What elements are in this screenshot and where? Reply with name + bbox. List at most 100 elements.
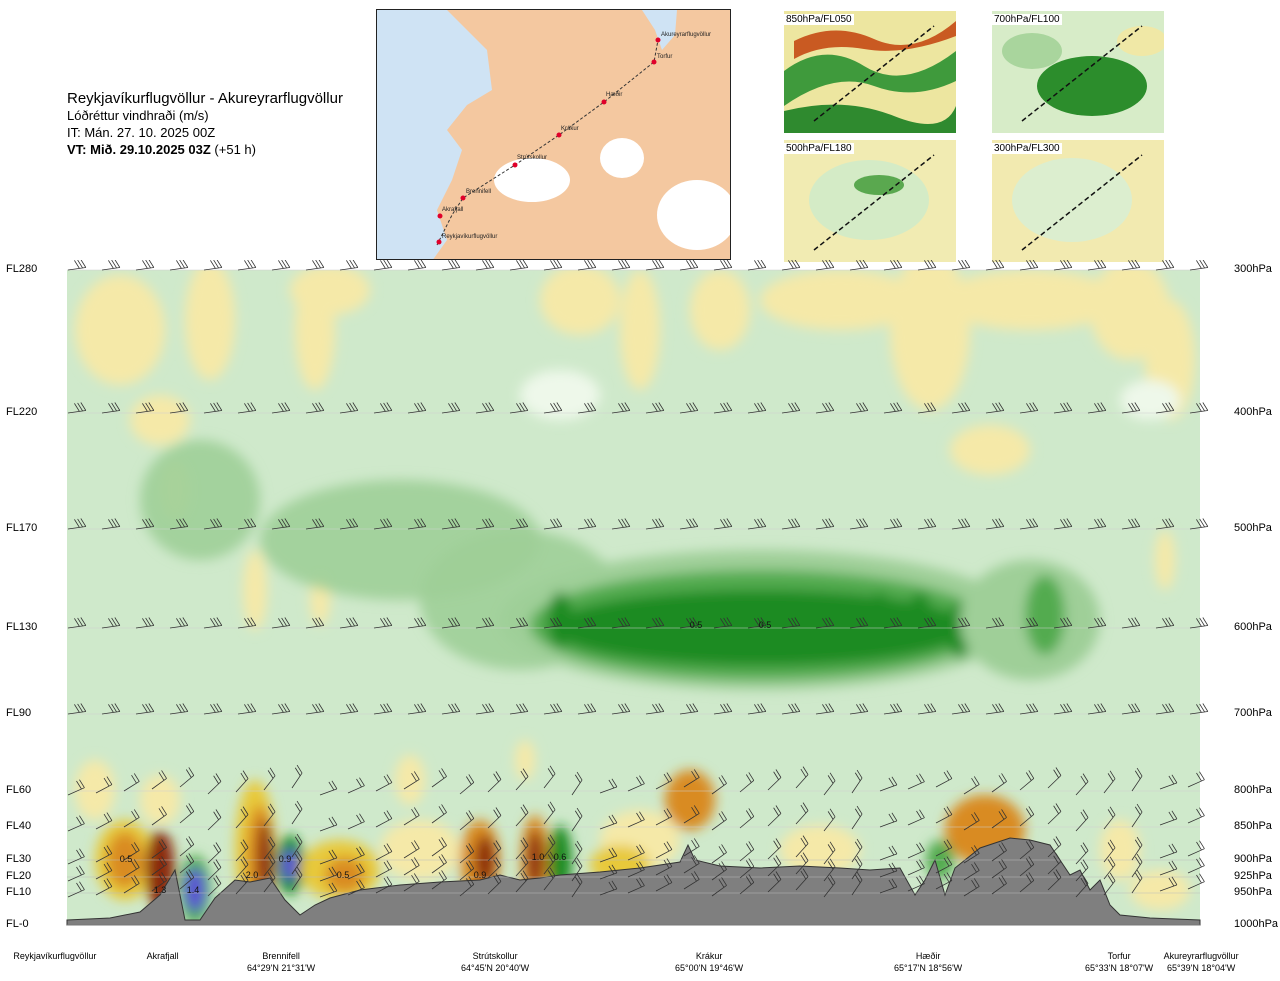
wind-barb — [1155, 260, 1175, 271]
field-contour — [1155, 530, 1175, 590]
wind-barb — [441, 518, 461, 530]
wind-barb — [611, 260, 631, 271]
pressure-label: 900hPa — [1234, 853, 1272, 865]
wind-barb — [235, 856, 249, 879]
wind-barb — [1019, 839, 1035, 860]
wind-barb — [767, 871, 782, 893]
wind-barb — [917, 617, 937, 629]
wind-barb — [67, 865, 85, 882]
wind-barb — [373, 617, 393, 629]
station-label: Reykjavíkurflugvöllur — [13, 950, 96, 962]
wind-barb — [781, 260, 801, 271]
wind-barb — [203, 703, 223, 715]
wind-barb — [985, 260, 1005, 271]
wind-barb — [1121, 402, 1141, 414]
wind-barb — [655, 858, 673, 876]
wind-barb — [169, 617, 189, 629]
thumb-300hpa-label: 300hPa/FL300 — [992, 143, 1062, 154]
wind-barb — [935, 806, 953, 824]
wind-barb — [655, 841, 673, 859]
station-coord: 65°00'N 19°46'W — [675, 963, 744, 973]
wind-barb — [611, 518, 631, 530]
wind-barb — [441, 260, 461, 271]
wind-barb — [151, 872, 167, 892]
field-contour — [290, 270, 370, 315]
wind-barb — [795, 766, 809, 789]
thumb-850hpa-field — [784, 11, 956, 133]
wind-barb — [815, 402, 835, 414]
wind-barb — [407, 518, 427, 530]
wind-barb — [571, 873, 583, 898]
wind-barb — [339, 402, 359, 414]
wind-barb — [407, 402, 427, 414]
thumb-300hpa-field — [992, 140, 1164, 262]
wind-barb — [1159, 774, 1178, 790]
wind-barb — [1103, 839, 1116, 863]
wind-barb — [459, 774, 475, 795]
pressure-label: 925hPa — [1234, 870, 1272, 882]
wind-barb — [67, 848, 85, 865]
wind-barb — [991, 809, 1007, 829]
wind-barb — [1155, 703, 1175, 715]
value-label: 0.5 — [120, 854, 133, 864]
wind-barb — [271, 703, 291, 715]
value-labels: 0.5 1.3 1.4 2.0 0.9 0.5 0.9 1.0 0.6 0.5 0.5 — [120, 620, 772, 895]
wind-barb — [645, 402, 665, 414]
wind-barb — [739, 772, 755, 793]
wind-barb — [151, 770, 167, 790]
wind-barb — [123, 875, 140, 894]
wind-barb — [963, 812, 980, 831]
thumb-500hpa-label: 500hPa/FL180 — [784, 143, 854, 154]
wind-barb — [515, 854, 529, 877]
fl-label: FL90 — [6, 707, 32, 719]
wind-barb — [1087, 260, 1107, 271]
field-contour — [515, 740, 535, 780]
wind-barb — [767, 838, 782, 860]
wind-barb — [403, 857, 420, 876]
station-label: Strútskollur 64°45'N 20°40'W — [461, 950, 529, 974]
wind-barb — [305, 617, 325, 629]
wind-barb — [611, 617, 631, 629]
field-contour — [1100, 820, 1140, 880]
wind-barb — [67, 779, 85, 796]
wind-barb — [883, 703, 903, 715]
wind-barb — [599, 880, 618, 896]
wind-barb — [679, 617, 699, 629]
wind-barb — [907, 809, 925, 826]
wind-barb — [487, 873, 502, 895]
station-label: Brennifell 64°29'N 21°31'W — [247, 950, 315, 974]
thumb-850hpa-label: 850hPa/FL050 — [784, 14, 854, 25]
wind-barb — [1189, 518, 1209, 530]
station-name: Reykjavíkurflugvöllur — [13, 951, 97, 961]
wind-barb — [849, 703, 869, 715]
pressure-label: 1000hPa — [1234, 918, 1279, 930]
wind-barb — [515, 768, 529, 791]
wind-barb — [67, 402, 87, 414]
fl-label: FL170 — [6, 522, 38, 534]
wind-barb — [441, 402, 461, 414]
field-contour — [780, 825, 860, 875]
wind-barb — [1019, 806, 1035, 827]
route-map-svg: Akureyrarflugvöllur Torfur Hæðir Krákur … — [377, 10, 730, 259]
wind-barb — [305, 518, 325, 530]
wind-barb — [407, 260, 427, 271]
field-subtitle: Lóðréttur vindhraði (m/s) — [67, 108, 209, 123]
wind-barb — [487, 840, 502, 862]
wind-barb — [543, 834, 556, 858]
station-name: Krákur — [695, 951, 723, 961]
wind-barb — [611, 703, 631, 715]
wind-barb — [781, 617, 801, 629]
wind-barb — [1087, 617, 1107, 629]
wind-barb — [135, 703, 155, 715]
wind-barb — [907, 773, 925, 790]
wind-barb — [767, 855, 782, 877]
wind-barb — [917, 402, 937, 414]
field-contour — [185, 868, 205, 912]
wind-barb — [1189, 703, 1209, 715]
wind-barb — [475, 617, 495, 629]
wind-barb — [347, 813, 365, 830]
map-label-krakur: Krákur — [561, 126, 579, 132]
wind-barb — [95, 845, 113, 863]
wind-barb — [683, 855, 700, 874]
field-contour — [75, 760, 115, 820]
